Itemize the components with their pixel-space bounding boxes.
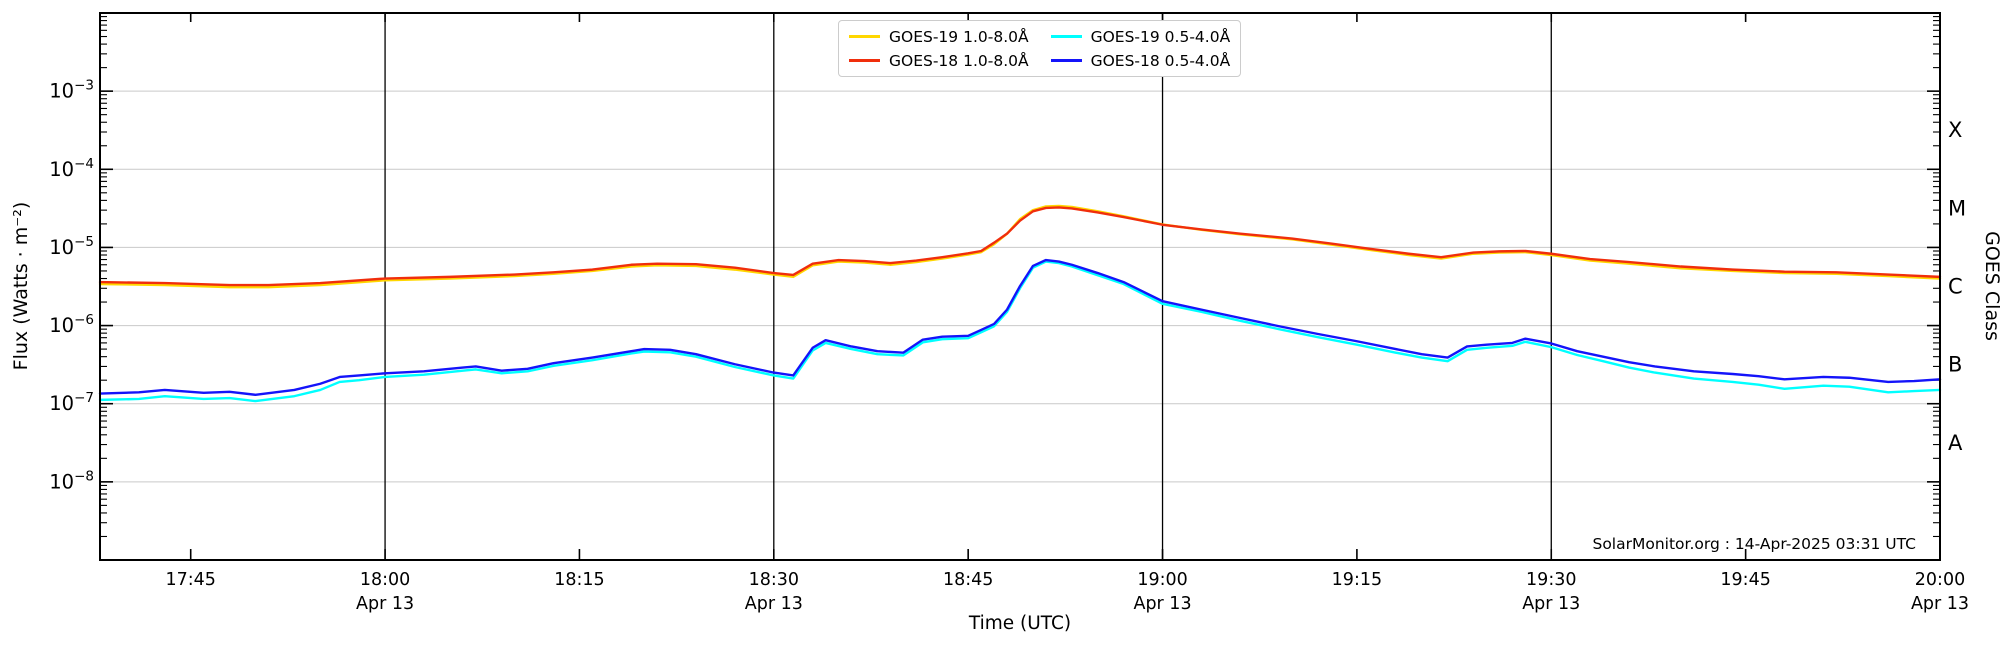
goes-class-letter: M [1948,196,1966,220]
flux-curve-4 [98,258,1942,397]
x-tick-label: 19:30 [1526,570,1576,590]
legend-label: GOES-19 0.5-4.0Å [1090,27,1231,46]
x-tick-date-label: Apr 13 [1522,594,1580,614]
y-tick-exponent: −3 [74,78,94,94]
legend-label: GOES-18 1.0-8.0Å [889,51,1029,70]
x-tick-label: 19:00 [1137,570,1187,590]
y-tick-exponent: −4 [74,156,94,172]
goes-class-letter: C [1948,275,1963,299]
gridlines [100,90,1940,483]
legend-line-swatch [849,59,880,62]
y-tick-label: 10−5 [49,234,94,259]
x-tick-label: 18:15 [554,570,604,590]
x-tick-date-label: Apr 13 [1133,594,1191,614]
x-axis-title: Time (UTC) [968,613,1071,634]
plot-border [99,12,1941,561]
y-tick-exponent: −8 [74,468,94,484]
x-tick-label: 17:45 [165,570,215,590]
y-tick-label: 10−4 [49,156,94,181]
y-tick-label: 10−3 [49,78,94,103]
flux-curves [98,204,1942,403]
y-axis-title-flux: Flux (Watts · m⁻²) [10,202,32,371]
date-boundary-lines [384,13,1552,560]
y-tick-exponent: −5 [74,234,94,250]
legend: GOES-19 1.0-8.0Å GOES-18 1.0-8.0Å GOES-19 … [838,20,1242,77]
legend-label: GOES-18 0.5-4.0Å [1090,51,1231,70]
legend-item: GOES-18 0.5-4.0Å [1050,50,1231,71]
plot-frame [99,12,1941,561]
goes-class-letter: B [1948,353,1962,377]
legend-label: GOES-19 1.0-8.0Å [889,27,1029,46]
y-tick-exponent: −6 [74,312,94,328]
y-tick-exponent: −7 [74,390,94,406]
legend-line-swatch [849,35,880,38]
x-tick-label: 20:00 [1915,570,1965,590]
y-tick-label: 10−7 [49,390,94,415]
goes-class-letter: A [1948,431,1963,455]
legend-item: GOES-19 0.5-4.0Å [1050,26,1231,47]
legend-item: GOES-19 1.0-8.0Å [849,26,1029,47]
y-tick-label: 10−6 [49,312,94,337]
y-tick-label: 10−8 [49,468,94,493]
flux-curve-2 [98,206,1942,287]
legend-item: GOES-18 1.0-8.0Å [849,50,1029,71]
legend-line-swatch [1050,35,1082,38]
flux-curve-1 [98,204,1942,289]
axis-ticks [100,13,1941,560]
credit-text: SolarMonitor.org : 14-Apr-2025 03:31 UTC [1592,535,1916,553]
tick-labels: 17:45 18:00 Apr 13 18:15 18:30 Apr 13 18:45 19:… [49,78,1969,614]
x-tick-label: 18:30 [749,570,799,590]
y-axis-title-goes-class: GOES Class [1981,231,2000,341]
x-tick-date-label: Apr 13 [1911,594,1969,614]
goes-class-letter: X [1948,118,1962,142]
x-tick-label: 19:45 [1720,570,1770,590]
x-tick-label: 19:15 [1332,570,1382,590]
x-tick-date-label: Apr 13 [745,594,803,614]
x-tick-date-label: Apr 13 [356,594,414,614]
legend-line-swatch [1050,59,1082,62]
flux-curve-3 [98,260,1942,403]
x-tick-label: 18:45 [943,570,993,590]
x-tick-label: 18:00 [360,570,410,590]
